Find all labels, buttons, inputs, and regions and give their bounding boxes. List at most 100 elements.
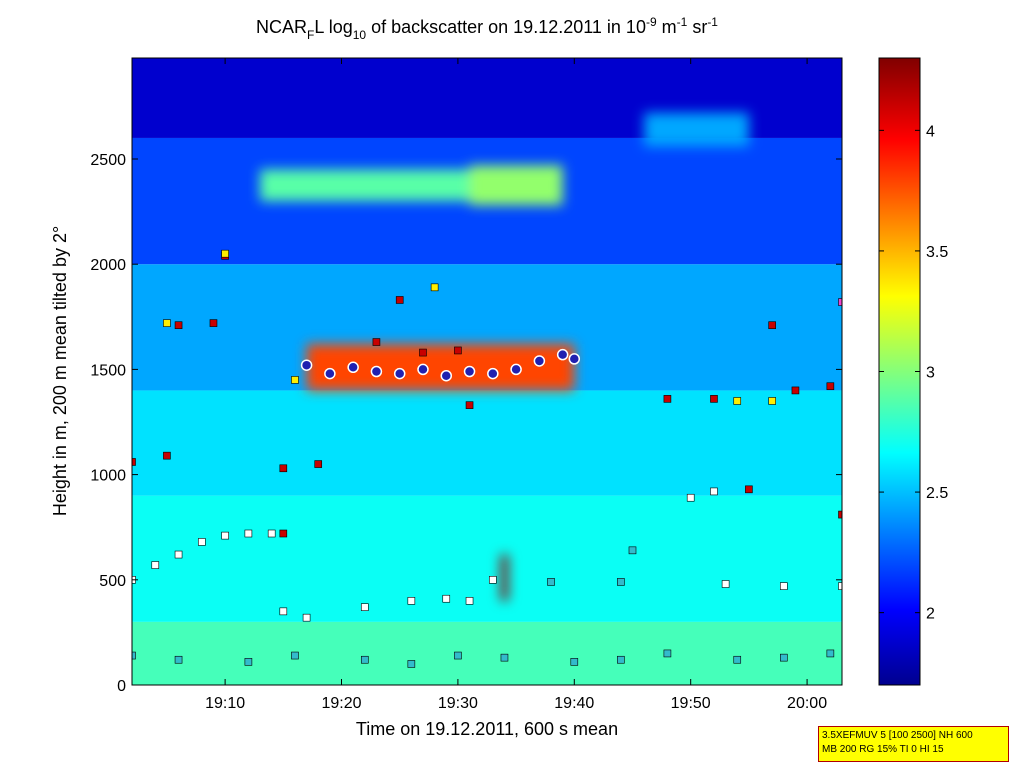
x-axis-label: Time on 19.12.2011, 600 s mean bbox=[356, 719, 618, 739]
data-marker bbox=[465, 597, 474, 605]
y-axis-ticks: 0 500 1000 1500 2000 2500 bbox=[90, 152, 842, 695]
y-tick-label: 500 bbox=[99, 573, 126, 590]
data-marker bbox=[686, 493, 695, 502]
ring-marker bbox=[487, 367, 499, 380]
data-marker bbox=[838, 298, 842, 306]
data-marker bbox=[430, 283, 439, 292]
data-marker bbox=[360, 603, 369, 611]
ring-marker bbox=[568, 353, 581, 365]
data-marker bbox=[279, 607, 288, 616]
ring-marker bbox=[300, 359, 313, 371]
data-marker bbox=[745, 485, 753, 494]
data-marker bbox=[244, 529, 253, 538]
data-marker bbox=[372, 338, 381, 346]
colorbar-tick-label: 3.5 bbox=[926, 244, 948, 261]
colorbar-tick-label: 4 bbox=[926, 123, 935, 140]
ring-marker bbox=[440, 369, 453, 382]
data-marker bbox=[267, 529, 276, 538]
data-marker bbox=[733, 397, 742, 405]
data-marker bbox=[302, 613, 311, 622]
y-tick-label: 2000 bbox=[90, 257, 126, 274]
ring-marker bbox=[324, 367, 336, 380]
data-marker bbox=[360, 655, 369, 664]
data-marker bbox=[838, 582, 842, 590]
data-marker bbox=[454, 651, 462, 660]
data-marker bbox=[407, 597, 416, 605]
data-marker bbox=[710, 487, 718, 496]
ring-marker bbox=[533, 355, 546, 367]
data-marker bbox=[465, 401, 474, 409]
background-band bbox=[132, 390, 842, 496]
info-line-1: 3.5XEFMUV 5 [100 2500] NH 600 bbox=[822, 730, 973, 741]
data-marker bbox=[151, 561, 160, 569]
data-marker bbox=[279, 529, 288, 538]
marker-series bbox=[132, 249, 842, 668]
data-marker bbox=[279, 464, 288, 473]
data-marker bbox=[163, 451, 171, 460]
settings-info-box: 3.5XEFMUV 5 [100 2500] NH 600 MB 200 RG … bbox=[818, 726, 1009, 762]
heatmap-area bbox=[132, 58, 842, 685]
colorbar-tick-label: 2 bbox=[926, 606, 935, 623]
ring-marker bbox=[510, 363, 522, 376]
data-marker bbox=[733, 655, 742, 664]
data-marker bbox=[221, 531, 229, 540]
ring-marker bbox=[393, 367, 406, 380]
data-marker bbox=[710, 395, 718, 403]
data-marker bbox=[209, 319, 218, 327]
data-marker bbox=[826, 382, 835, 391]
data-marker bbox=[768, 397, 776, 405]
y-tick-label: 1500 bbox=[90, 362, 126, 379]
data-marker bbox=[780, 653, 788, 662]
feature-aerosol-layer bbox=[306, 344, 575, 391]
data-marker bbox=[663, 395, 672, 403]
y-axis-label: Height in m, 200 m mean tilted by 2° bbox=[50, 226, 70, 516]
x-tick-label: 19:20 bbox=[321, 695, 361, 712]
feature-spike bbox=[500, 554, 508, 601]
heatmap-features bbox=[260, 112, 749, 601]
data-marker bbox=[221, 249, 229, 258]
data-marker bbox=[407, 660, 416, 668]
y-tick-label: 0 bbox=[117, 678, 126, 695]
data-marker bbox=[291, 376, 299, 384]
data-marker bbox=[174, 550, 183, 559]
data-marker bbox=[314, 460, 323, 468]
data-marker bbox=[826, 649, 835, 658]
background-band bbox=[132, 495, 842, 622]
x-tick-label: 19:40 bbox=[554, 695, 594, 712]
data-marker bbox=[454, 346, 462, 355]
x-tick-label: 19:10 bbox=[205, 695, 245, 712]
data-marker bbox=[838, 510, 842, 519]
data-marker bbox=[132, 651, 136, 660]
data-marker bbox=[570, 658, 579, 666]
background-band bbox=[132, 621, 842, 685]
data-marker bbox=[780, 582, 788, 590]
data-marker bbox=[547, 578, 555, 586]
data-marker bbox=[617, 578, 625, 586]
data-marker bbox=[419, 348, 427, 357]
ring-marker bbox=[556, 348, 569, 361]
data-marker bbox=[442, 594, 451, 603]
ring-marker bbox=[347, 361, 359, 374]
data-marker bbox=[791, 386, 800, 395]
colorbar-tick-label: 3 bbox=[926, 365, 935, 382]
info-line-2: MB 200 RG 15% TI 0 HI 15 bbox=[822, 744, 944, 755]
y-tick-label: 2500 bbox=[90, 152, 126, 169]
colorbar-tick-label: 2.5 bbox=[926, 485, 948, 502]
data-marker bbox=[132, 458, 136, 466]
data-marker bbox=[291, 651, 299, 660]
data-marker bbox=[489, 575, 497, 584]
data-marker bbox=[198, 538, 206, 546]
data-marker bbox=[617, 655, 625, 664]
data-marker bbox=[500, 653, 509, 662]
data-marker bbox=[628, 546, 637, 555]
colorbar bbox=[878, 57, 921, 686]
ring-marker bbox=[417, 363, 429, 376]
data-marker bbox=[174, 655, 183, 664]
ring-marker bbox=[463, 365, 476, 378]
data-marker bbox=[174, 321, 183, 330]
chart-title: NCARFL log10 of backscatter on 19.12.201… bbox=[256, 15, 718, 42]
x-tick-label: 19:50 bbox=[671, 695, 711, 712]
ring-marker bbox=[370, 365, 383, 378]
feature-upper-layer-right bbox=[469, 165, 563, 206]
